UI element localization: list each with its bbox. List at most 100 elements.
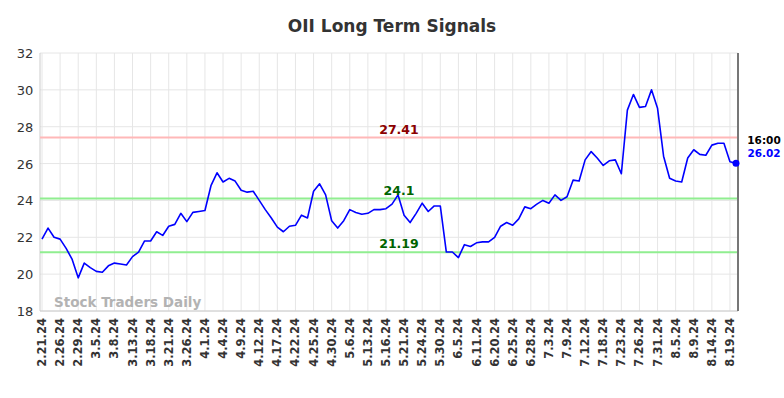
x-tick-label: 3.13.24 [126, 318, 140, 367]
level-label: 27.41 [379, 122, 419, 137]
level-line [40, 198, 738, 200]
x-axis-line [40, 311, 738, 312]
price-line [42, 90, 736, 278]
last-point [733, 160, 740, 167]
chart: 2.21.242.26.242.29.243.5.243.8.243.13.24… [0, 0, 784, 398]
x-grid-line [422, 53, 423, 311]
x-grid-line [512, 53, 513, 311]
x-tick-label: 4.25.24 [307, 318, 321, 367]
level-label: 21.19 [379, 236, 419, 251]
x-grid-line [132, 53, 133, 311]
x-grid-line [204, 53, 205, 311]
x-grid-line [114, 53, 115, 311]
x-tick-label: 7.31.24 [651, 318, 665, 367]
x-grid-line [621, 53, 622, 311]
y-grid-line [40, 89, 738, 90]
x-grid-line [331, 53, 332, 311]
x-grid-line [548, 53, 549, 311]
y-grid-line [40, 274, 738, 275]
y-tick-label: 26 [17, 157, 34, 172]
x-tick-label: 4.22.24 [288, 318, 302, 367]
y-grid-line [40, 200, 738, 201]
last-value: 26.02 [747, 147, 780, 159]
level-line [40, 251, 738, 253]
x-tick-label: 6.20.24 [488, 318, 502, 367]
x-grid-line [313, 53, 314, 311]
x-tick-label: 3.8.24 [107, 318, 121, 359]
x-tick-label: 3.21.24 [162, 318, 176, 367]
title: OII Long Term Signals [288, 16, 496, 36]
x-tick-label: 5.30.24 [433, 318, 447, 367]
y-tick-label: 24 [17, 193, 34, 208]
x-tick-label: 8.5.24 [669, 318, 683, 359]
x-grid-line [78, 53, 79, 311]
x-grid-line [729, 53, 730, 311]
x-grid-line [60, 53, 61, 311]
level-line [40, 137, 738, 139]
x-grid-line [530, 53, 531, 311]
x-tick-label: 6.28.24 [524, 318, 538, 367]
x-grid-line [458, 53, 459, 311]
x-tick-label: 6.5.24 [451, 318, 465, 359]
x-tick-label: 7.18.24 [596, 318, 610, 367]
x-grid-line [96, 53, 97, 311]
x-grid-line [277, 53, 278, 311]
x-tick-label: 4.30.24 [325, 318, 339, 367]
x-tick-label: 7.23.24 [614, 318, 628, 367]
y-grid-line [40, 311, 738, 312]
x-tick-label: 7.26.24 [632, 318, 646, 367]
x-grid-line [241, 53, 242, 311]
x-tick-label: 6.25.24 [506, 318, 520, 367]
x-grid-line [494, 53, 495, 311]
y-grid-line [40, 163, 738, 164]
x-grid-line [603, 53, 604, 311]
y-tick-label: 20 [17, 267, 34, 282]
x-tick-label: 7.3.24 [542, 318, 556, 359]
x-tick-label: 4.4.24 [216, 318, 230, 359]
y-grid-line [40, 53, 738, 54]
x-tick-label: 3.18.24 [144, 318, 158, 367]
x-tick-label: 5.6.24 [343, 318, 357, 359]
x-tick-label: 5.13.24 [361, 318, 375, 367]
x-tick-label: 7.12.24 [578, 318, 592, 367]
y-tick-label: 22 [17, 230, 34, 245]
x-tick-label: 3.5.24 [89, 318, 103, 359]
x-tick-label: 4.9.24 [234, 318, 248, 359]
x-tick-label: 5.21.24 [397, 318, 411, 367]
x-grid-line [675, 53, 676, 311]
x-grid-line [639, 53, 640, 311]
x-tick-label: 8.14.24 [705, 318, 719, 367]
x-tick-label: 4.17.24 [270, 318, 284, 367]
x-grid-line [693, 53, 694, 311]
x-grid-line [42, 53, 43, 311]
x-tick-label: 3.26.24 [180, 318, 194, 367]
x-grid-line [567, 53, 568, 311]
y-tick-label: 28 [17, 120, 34, 135]
x-grid-line [186, 53, 187, 311]
x-grid-line [295, 53, 296, 311]
x-grid-line [585, 53, 586, 311]
x-tick-label: 4.12.24 [252, 318, 266, 367]
x-grid-line [476, 53, 477, 311]
x-grid-line [168, 53, 169, 311]
x-tick-label: 5.16.24 [379, 318, 393, 367]
y-axis-line [40, 53, 41, 311]
y-tick-label: 18 [17, 304, 34, 319]
x-grid-line [711, 53, 712, 311]
x-grid-line [150, 53, 151, 311]
x-grid-line [367, 53, 368, 311]
x-grid-line [440, 53, 441, 311]
end-line [737, 53, 739, 311]
x-tick-label: 6.11.24 [470, 318, 484, 367]
last-time: 16:00 [747, 134, 780, 146]
x-grid-line [259, 53, 260, 311]
x-tick-label: 2.29.24 [71, 318, 85, 367]
watermark: Stock Traders Daily [54, 294, 201, 310]
x-grid-line [657, 53, 658, 311]
x-tick-label: 7.9.24 [560, 318, 574, 359]
x-tick-label: 4.1.24 [198, 318, 212, 359]
x-tick-label: 2.21.24 [35, 318, 49, 367]
plot-marks [40, 90, 738, 278]
y-tick-label: 30 [17, 83, 34, 98]
x-tick-label: 8.9.24 [687, 318, 701, 359]
